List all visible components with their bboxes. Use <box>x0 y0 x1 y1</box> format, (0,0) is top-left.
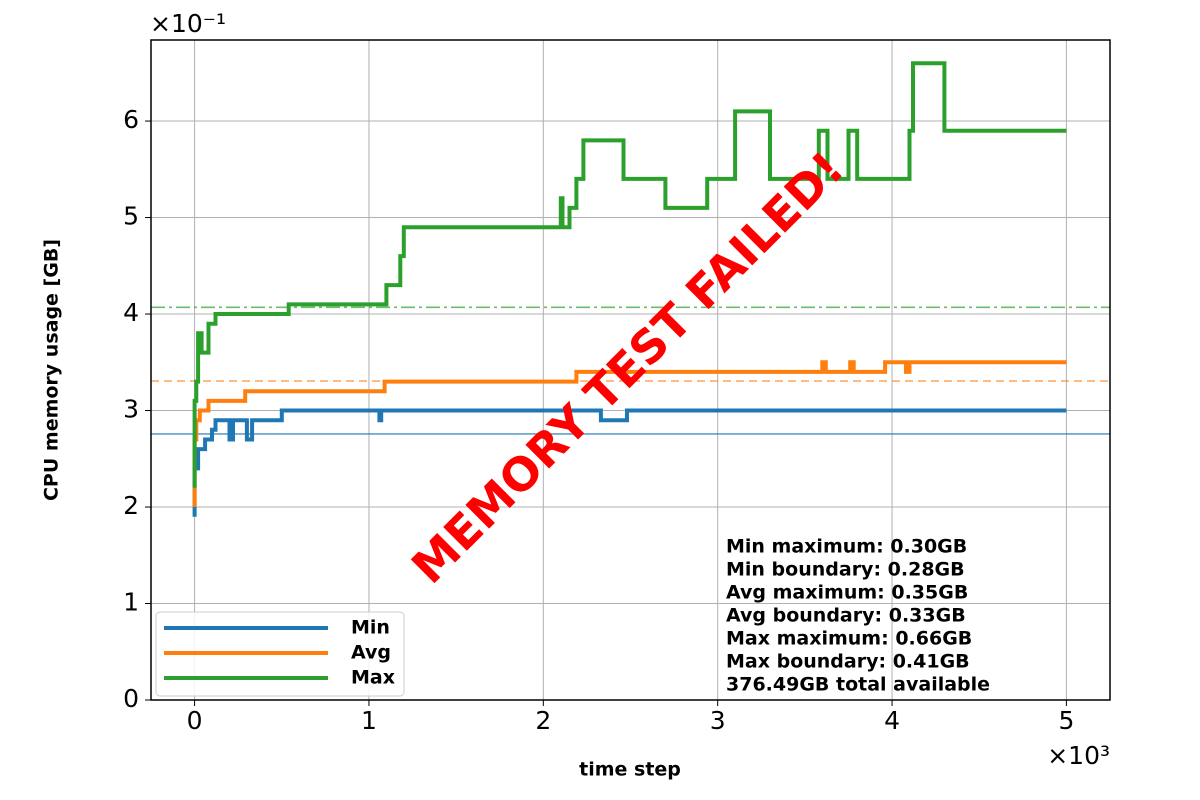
series-line <box>192 61 1067 488</box>
y-tick-label: 4 <box>123 298 139 327</box>
y-tick-label: 5 <box>123 202 139 231</box>
plot <box>151 61 1110 517</box>
y-offset-label: ×10⁻¹ <box>150 9 226 38</box>
legend-label: Min <box>351 617 390 639</box>
legend-label: Max <box>351 667 395 689</box>
y-axis-label: CPU memory usage [GB] <box>41 239 63 501</box>
axes-frame <box>150 39 1111 701</box>
x-tick-label: 3 <box>710 706 726 735</box>
x-tick-label: 1 <box>361 706 377 735</box>
y-tick-label: 2 <box>123 491 139 520</box>
y-tick-label: 3 <box>123 395 139 424</box>
x-offset-label: ×10³ <box>1047 741 1110 770</box>
y-tick-label: 1 <box>123 588 139 617</box>
x-tick-label: 0 <box>187 706 203 735</box>
y-tick-label: 6 <box>123 105 139 134</box>
legend-label: Avg <box>351 642 391 664</box>
annotation-line: 376.49GB total available <box>726 674 990 696</box>
y-tick-label: 0 <box>123 684 139 713</box>
annotation-line: Min boundary: 0.28GB <box>726 559 965 581</box>
annotation-line: Min maximum: 0.30GB <box>726 536 967 558</box>
series-line <box>192 360 1067 507</box>
annotation-line: Max boundary: 0.41GB <box>726 651 970 673</box>
x-tick-label: 5 <box>1058 706 1074 735</box>
x-tick-label: 4 <box>884 706 900 735</box>
x-axis-label: time step <box>579 759 681 781</box>
annotation-line: Max maximum: 0.66GB <box>726 628 972 650</box>
x-tick-label: 2 <box>535 706 551 735</box>
series-line <box>192 408 1067 517</box>
annotation-line: Avg maximum: 0.35GB <box>726 582 968 604</box>
annotation-line: Avg boundary: 0.33GB <box>726 605 966 627</box>
